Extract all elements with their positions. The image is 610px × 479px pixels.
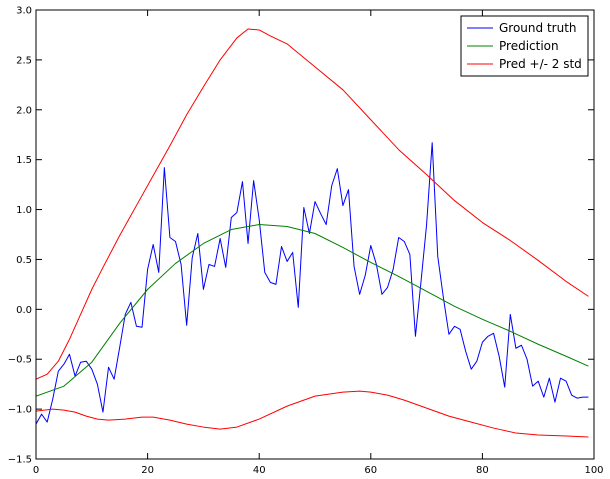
axis-ticks [35,9,595,460]
y-tick-label: 1.5 [16,155,32,166]
legend-label: Ground truth [499,21,577,35]
x-tick-label: 60 [364,465,377,476]
y-tick-label: 2.0 [16,105,32,116]
y-tick-label: −1.5 [8,455,32,466]
series-line-2 [36,28,589,380]
series-line-0 [36,142,589,425]
x-tick-label: 100 [584,465,603,476]
series-line-3 [36,390,589,438]
y-tick-label: −0.5 [8,355,32,366]
legend-label: Prediction [499,39,559,53]
x-tick-label: 80 [476,465,489,476]
x-tick-label: 0 [33,465,39,476]
axis-tick-labels: 0 20 40 60 80 100 −1.5 −1.0 −0.5 0.0 0.5 1.0 1.5 2.0 2… [8,6,604,477]
legend: Ground truth Prediction Pred +/- 2 std [460,15,589,77]
x-tick-label: 20 [141,465,154,476]
y-tick-label: 2.5 [16,55,32,66]
x-tick-label: 40 [253,465,266,476]
y-tick-label: 0.5 [16,255,32,266]
plot-lines [36,28,589,438]
series-line-1 [36,224,589,397]
y-tick-label: 1.0 [16,205,32,216]
y-tick-label: 3.0 [16,6,32,17]
y-tick-label: 0.0 [16,305,32,316]
y-tick-label: −1.0 [8,405,32,416]
axes-frame [35,9,595,460]
legend-label: Pred +/- 2 std [499,57,582,71]
